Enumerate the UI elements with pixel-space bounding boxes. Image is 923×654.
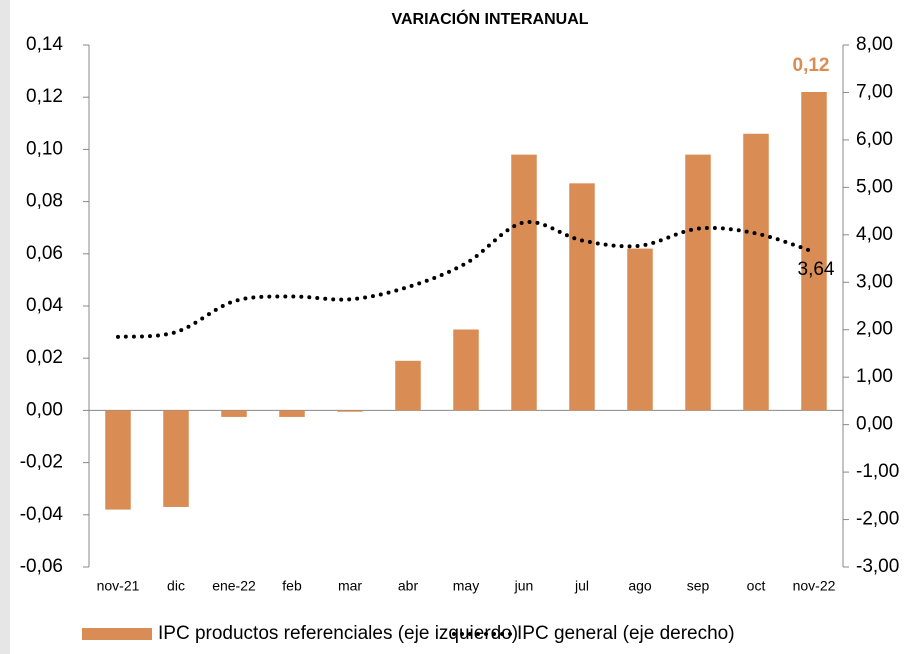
y2-tick-label: 2,00 <box>856 319 893 340</box>
y2-tick-label: -1,00 <box>856 461 899 482</box>
y2-tick-label: 0,00 <box>856 414 893 435</box>
y2-tick-label: 1,00 <box>856 366 893 387</box>
y-tick-label: -0,04 <box>20 504 64 525</box>
x-tick-label: mar <box>338 578 362 594</box>
y-tick-label: 0,14 <box>26 34 63 55</box>
y-tick-label: 0,08 <box>26 191 63 212</box>
legend-swatch <box>82 628 152 640</box>
x-tick-label: nov-22 <box>793 578 836 594</box>
legend-label: IPC productos referenciales (eje izquier… <box>158 623 518 644</box>
value-label: 3,64 <box>798 259 835 280</box>
y-tick-label: 0,02 <box>26 347 63 368</box>
bar <box>105 410 131 510</box>
x-tick-label: jun <box>514 578 534 594</box>
bar <box>801 91 827 411</box>
x-tick-label: ago <box>628 578 652 594</box>
y2-tick-label: 7,00 <box>856 81 893 102</box>
x-tick-label: may <box>453 578 479 594</box>
x-tick-label: dic <box>167 578 185 594</box>
x-tick-label: jul <box>574 578 589 594</box>
y-tick-label: 0,00 <box>26 399 63 420</box>
chart-title: VARIACIÓN INTERANUAL <box>391 9 588 28</box>
x-tick-label: ene-22 <box>212 578 256 594</box>
bar <box>627 248 653 411</box>
bar <box>453 329 479 411</box>
y-tick-label: 0,10 <box>26 138 63 159</box>
bar <box>279 410 305 417</box>
bar <box>685 154 711 411</box>
bar <box>337 410 363 412</box>
y2-tick-label: -3,00 <box>856 556 899 577</box>
bar <box>743 133 769 411</box>
x-tick-label: nov-21 <box>97 578 140 594</box>
y-tick-label: -0,02 <box>20 452 63 473</box>
value-label: 0,12 <box>793 55 830 76</box>
bar <box>511 154 537 411</box>
bar <box>163 410 189 507</box>
y2-tick-label: 6,00 <box>856 129 893 150</box>
x-tick-label: oct <box>747 578 766 594</box>
y2-tick-label: 5,00 <box>856 176 893 197</box>
bar <box>395 360 421 411</box>
bar <box>221 410 247 417</box>
y-tick-label: 0,12 <box>26 86 63 107</box>
y-tick-label: -0,06 <box>20 556 63 577</box>
bar <box>569 183 595 411</box>
y-tick-label: 0,06 <box>26 243 63 264</box>
y2-tick-label: -2,00 <box>856 509 899 530</box>
legend-label: IPC general (eje derecho) <box>517 623 735 644</box>
side-strip <box>0 0 10 654</box>
y-tick-label: 0,04 <box>26 295 63 316</box>
line <box>116 219 816 339</box>
x-tick-label: sep <box>687 578 710 594</box>
y2-tick-label: 8,00 <box>856 34 893 55</box>
y2-tick-label: 3,00 <box>856 271 893 292</box>
y2-tick-label: 4,00 <box>856 224 893 245</box>
x-tick-label: feb <box>282 578 302 594</box>
x-tick-label: abr <box>398 578 419 594</box>
